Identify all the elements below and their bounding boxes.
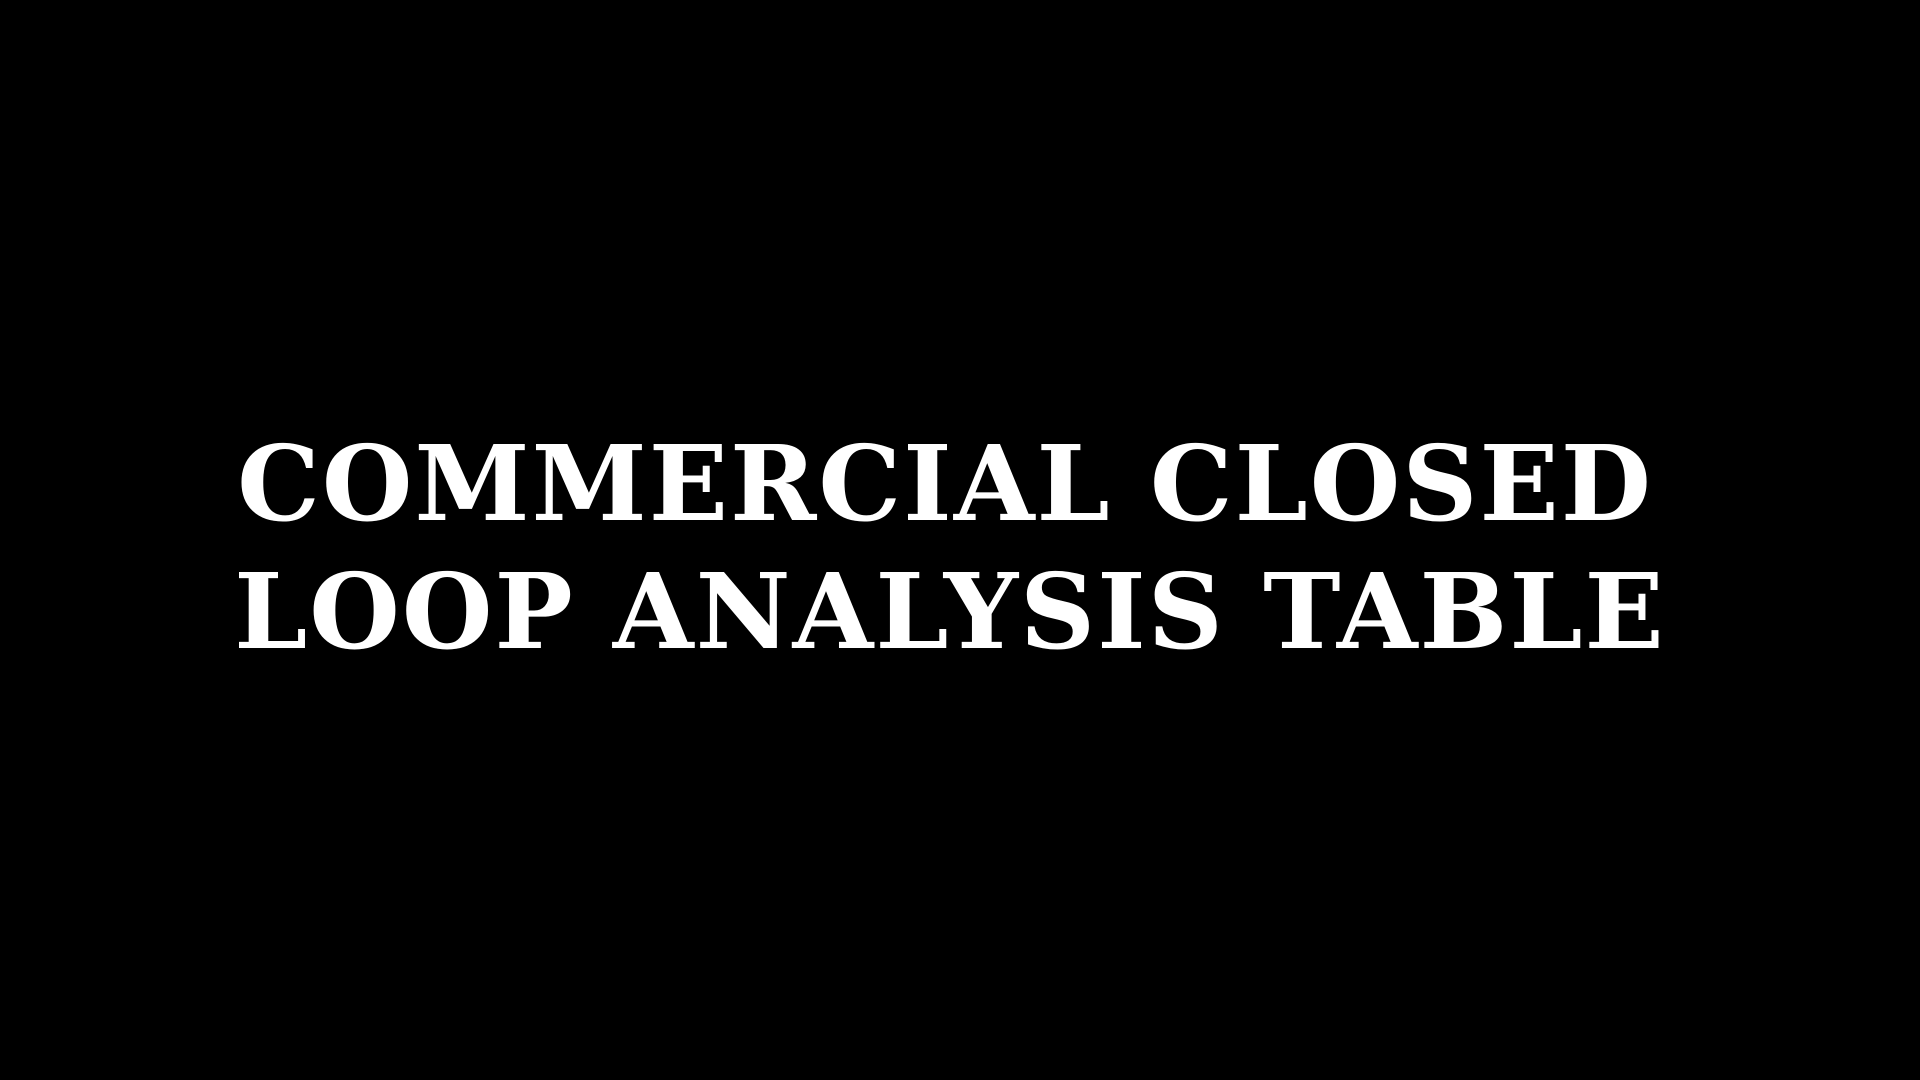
slide-title-line-1: COMMERCIAL CLOSED	[237, 422, 1653, 545]
slide-title-line-2: LOOP ANALYSIS TABLE	[234, 550, 1666, 673]
slide-title: COMMERCIAL CLOSED LOOP ANALYSIS TABLE	[0, 420, 1920, 676]
